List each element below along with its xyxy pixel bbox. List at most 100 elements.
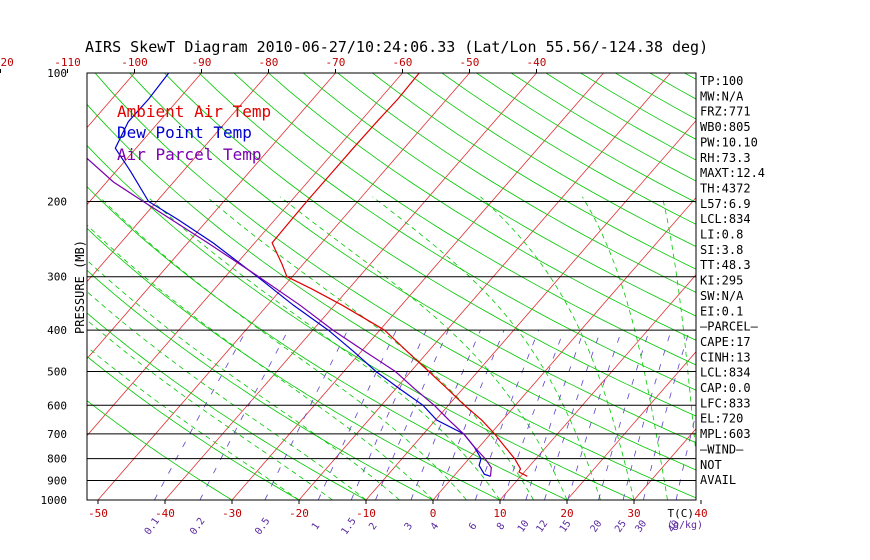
pressure-tick-label: 700 [47,428,67,441]
dry-adiabat-line [789,73,870,506]
top-tick-label: -60 [393,56,413,69]
sounding-index: PW:10.10 [700,135,758,149]
sounding-index: NOT [700,458,722,472]
sounding-index: TP:100 [700,74,743,88]
mixing-ratio-line [199,329,289,500]
series-line-2 [87,157,492,477]
mixing-ratio-label: 1 [310,521,322,532]
bottom-tick-label: -40 [155,507,175,520]
sounding-index: FRZ:771 [700,105,751,119]
moist-adiabat-line [147,196,501,500]
pressure-tick-label: 600 [47,399,67,412]
mixing-ratio-label: 8 [495,521,507,532]
mixing-ratio-label: 2 [367,521,379,532]
dry-adiabat-line [129,73,696,444]
legend-air-parcel-temp: Air Parcel Temp [117,145,262,164]
sounding-index: MW:N/A [700,89,744,103]
background-lines [87,73,870,506]
sounding-index: TT:48.3 [700,258,751,272]
isotherm-line [231,73,604,500]
legend-ambient-air-temp: Ambient Air Temp [117,102,271,121]
moist-adiabat-line [280,196,568,500]
mixing-ratio-line [643,329,690,500]
mixing-ratio-label: 20 [589,518,605,534]
mixing-ratio-line [154,329,247,500]
isotherm-line [87,73,135,129]
plot-frame [86,72,697,501]
isotherm-line [432,197,696,500]
sounding-index: —PARCEL— [700,320,759,334]
isotherm-line [365,120,696,500]
sounding-index: —WIND— [700,442,744,456]
legend-dew-point-temp: Dew Point Temp [117,123,252,142]
sounding-index: CAP:0.0 [700,381,751,395]
sounding-index: LI:0.8 [700,228,743,242]
dry-adiabat-line [87,227,501,500]
top-tick-label: -100 [121,56,148,69]
top-tick-label: -110 [54,56,81,69]
moist-adiabat-line [582,196,668,500]
isotherm-line [87,73,269,283]
pressure-tick-label: 300 [47,271,67,284]
sounding-index: WB0:805 [700,120,751,134]
mixing-ratio-label: 30 [633,518,649,534]
mixing-ratio-line [503,329,565,500]
isotherm-line [566,351,696,500]
mixing-ratio-unit: (g/kg) [667,520,703,531]
bottom-tick-label: -50 [88,507,108,520]
pressure-tick-label: 800 [47,453,67,466]
top-tick-label: -40 [527,56,547,69]
bottom-tick-label: -30 [222,507,242,520]
mixing-ratio-label: 15 [558,518,574,534]
isotherm-line [164,73,537,500]
dry-adiabat-line [754,73,870,506]
sounding-index: L57:6.9 [700,197,751,211]
sounding-index: AVAIL [700,473,736,487]
moist-adiabat-line [87,224,434,500]
top-tick-label: -120 [0,56,14,69]
sounding-index: LFC:833 [700,396,751,410]
bottom-tick-label: 40 [694,507,707,520]
moist-adiabat-line [372,196,601,500]
sounding-index: CINH:13 [700,350,751,364]
top-tick-label: -80 [259,56,279,69]
pressure-tick-label: 200 [47,196,67,209]
pressure-tick-label: 100 [47,67,67,80]
profiles [87,73,528,477]
isotherm-line [298,73,671,500]
bottom-tick-label: -10 [356,507,376,520]
moist-adiabat-line [661,196,696,457]
isotherm-line [87,73,336,360]
isotherm-line [87,73,202,206]
mixing-ratio-line [544,329,602,500]
dry-adiabat-line [94,73,696,471]
pressure-tick-label: 500 [47,365,67,378]
moist-adiabat-line [99,196,467,500]
moist-adiabat-line [480,196,635,500]
sounding-index: EL:720 [700,412,743,426]
series-line-0 [271,73,528,477]
sounding-index: LCL:834 [700,366,751,380]
mixing-ratio-label: 6 [467,521,479,532]
mixing-ratio-label: 0.2 [188,516,207,537]
sounding-index: RH:73.3 [700,151,751,165]
mixing-ratio-label: 3 [403,521,415,532]
temperature-unit-label: T(C) [668,507,695,520]
isotherm-line [835,73,870,500]
moist-adiabat-line [87,291,367,500]
pressure-tick-label: 400 [47,324,67,337]
dry-adiabat-line [337,73,696,293]
dry-adiabat-line [87,312,367,500]
sounding-index: SW:N/A [700,289,744,303]
dry-adiabat-line [441,73,696,225]
dry-adiabat-line [87,269,434,500]
axis-labels: 1002003004005006007008009001000-120-110-… [0,56,708,537]
bottom-tick-label: 20 [560,507,573,520]
mixing-ratio-label: 10 [516,518,532,534]
moist-adiabat-line [87,346,300,500]
mixing-ratio-line [436,329,505,500]
isotherm-line [768,73,870,500]
dry-adiabat-line [372,73,696,270]
